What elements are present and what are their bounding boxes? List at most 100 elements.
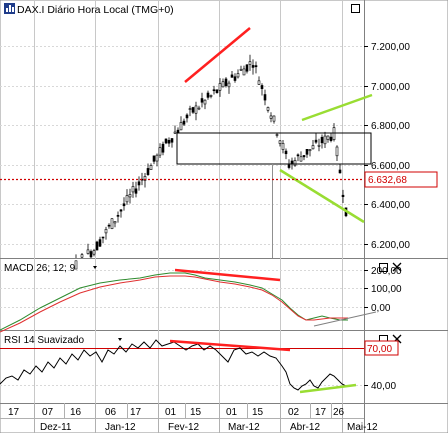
trendline-green-lower[interactable]	[279, 168, 365, 224]
month-label: Abr-12	[290, 422, 320, 433]
consolidation-box[interactable]	[176, 132, 372, 165]
time-tick-label: 01	[165, 407, 177, 418]
close-icon[interactable]	[392, 262, 402, 272]
chart-title: DAX.I Diário Hora Local (TMG+0)	[17, 4, 174, 16]
trendline-red-main[interactable]	[184, 27, 251, 83]
candle-body	[107, 224, 111, 227]
rsi-panel: RSI 14 Suavizado 70,00 40,00	[0, 334, 402, 394]
dropdown-arrow-icon[interactable]	[118, 338, 122, 341]
candle-body	[158, 147, 162, 156]
candle-body	[209, 95, 213, 97]
candle-body	[323, 135, 327, 145]
chart-title-area: DAX.I Diário Hora Local (TMG+0)	[4, 3, 174, 16]
candle-body	[227, 82, 231, 88]
macd-panel: MACD 26; 12; 9 200,00 100,00 0,00	[0, 262, 402, 333]
month-label: Dez-11	[40, 422, 72, 433]
candle-body	[254, 65, 258, 68]
y-tick-label: 7.200,00	[371, 42, 410, 53]
maximize-button[interactable]	[351, 4, 360, 13]
candle-body	[134, 188, 138, 194]
candle-body	[236, 73, 240, 78]
month-label: Jan-12	[105, 422, 136, 433]
candle-body	[233, 76, 237, 81]
time-tick-label: 07	[42, 407, 54, 418]
candle-body	[287, 164, 291, 168]
candle-body	[182, 120, 186, 125]
candle-body	[308, 149, 312, 152]
candle-body	[212, 89, 216, 92]
candle-body	[281, 143, 285, 150]
candle-body	[260, 85, 264, 89]
candle-body	[269, 115, 273, 119]
dropdown-arrow-icon[interactable]	[93, 266, 97, 269]
candle-body	[155, 154, 159, 162]
candle-body	[338, 169, 342, 174]
y-tick-label: 100,00	[371, 284, 402, 295]
month-label: Mar-12	[228, 422, 260, 433]
candle-body	[176, 129, 180, 133]
candle-body	[170, 138, 174, 143]
candle-body	[173, 131, 177, 134]
rsi-level-badge	[364, 340, 399, 356]
candle-body	[278, 140, 282, 144]
trendline-green-upper[interactable]	[301, 93, 373, 122]
candle-body	[275, 134, 279, 136]
candle-body	[146, 168, 150, 175]
rsi-label[interactable]: RSI 14 Suavizado	[4, 335, 84, 346]
y-tick-label: 0,00	[371, 303, 391, 314]
candle-body	[203, 99, 207, 105]
candle-body	[320, 136, 324, 144]
candle-body	[179, 122, 183, 131]
candle-body	[326, 135, 330, 140]
candle-body	[86, 249, 90, 254]
candle-body	[299, 156, 303, 162]
rsi-line	[0, 339, 347, 391]
candle-body	[110, 218, 114, 229]
candle-body	[221, 81, 225, 88]
candle-body	[248, 61, 252, 65]
last-price-badge	[364, 171, 438, 188]
candle-body	[116, 215, 120, 217]
candle-body	[95, 241, 99, 251]
macd-signal-line	[0, 275, 348, 333]
candle-body	[272, 115, 276, 122]
candle-body	[290, 160, 294, 164]
candle-body	[311, 145, 315, 150]
candle-body	[185, 114, 189, 119]
candle-body	[230, 74, 234, 78]
candle-body	[149, 165, 153, 170]
macd-label[interactable]: MACD 26; 12; 9	[4, 263, 76, 274]
y-tick-label: 40,00	[371, 381, 396, 392]
candle-body	[161, 143, 165, 153]
maximize-icon[interactable]	[379, 263, 388, 272]
month-label: Mai-12	[347, 422, 378, 433]
candle-body	[245, 64, 249, 72]
time-tick-label: 15	[190, 407, 202, 418]
candle-body	[80, 254, 84, 258]
rsi-level-value: 70,00	[367, 344, 392, 355]
macd-divergence-gray[interactable]	[313, 311, 377, 327]
candle-body	[104, 229, 108, 234]
vertical-grid	[34, 0, 343, 403]
candle-body	[251, 65, 255, 68]
candle-body	[119, 209, 123, 212]
price-candles	[74, 54, 348, 270]
candle-body	[218, 83, 222, 91]
candle-body	[239, 68, 243, 71]
candle-body	[113, 221, 117, 224]
macd-divergence-red[interactable]	[174, 268, 281, 282]
candle-body	[302, 155, 306, 158]
rsi-divergence-red[interactable]	[169, 339, 291, 352]
candle-body	[317, 144, 321, 147]
candle-body	[197, 107, 201, 110]
candle-body	[128, 194, 132, 198]
candle-body	[293, 160, 297, 166]
time-axis: 17 07 16 06 17 01 15 01 15 02 17 26 Dez-…	[8, 403, 378, 433]
time-tick-label: 26	[333, 407, 345, 418]
rsi-divergence-green[interactable]	[299, 383, 357, 394]
candle-body	[215, 89, 219, 93]
maximize-icon[interactable]	[351, 4, 360, 13]
y-tick-label: 6.400,00	[371, 200, 410, 211]
y-tick-label: 200,00	[371, 266, 402, 277]
